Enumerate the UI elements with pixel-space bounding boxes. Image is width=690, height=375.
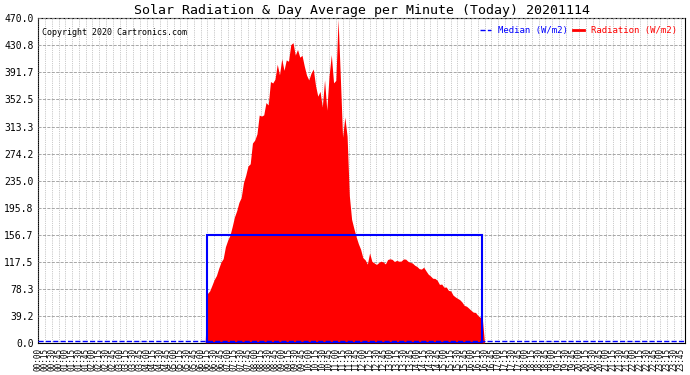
- Bar: [208, 235, 482, 343]
- Text: Copyright 2020 Cartronics.com: Copyright 2020 Cartronics.com: [41, 28, 186, 37]
- Title: Solar Radiation & Day Average per Minute (Today) 20201114: Solar Radiation & Day Average per Minute…: [134, 4, 590, 17]
- Legend: Median (W/m2), Radiation (W/m2): Median (W/m2), Radiation (W/m2): [477, 23, 680, 39]
